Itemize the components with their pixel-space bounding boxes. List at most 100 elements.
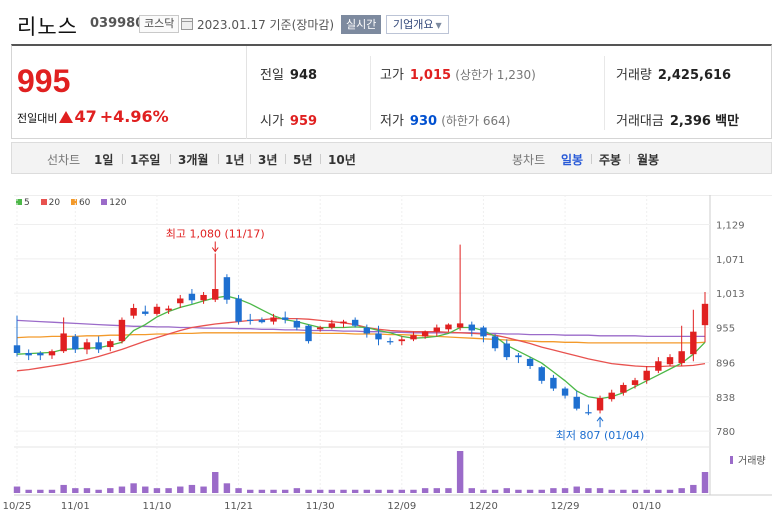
volume-bar (188, 484, 196, 493)
candle-body (316, 327, 324, 330)
volume-bar (247, 489, 254, 493)
x-tick-label: 12/20 (469, 501, 498, 512)
volume-bar (83, 488, 91, 493)
volume-bar (95, 489, 102, 493)
period-1year[interactable]: 1년 (225, 153, 245, 167)
period-5year[interactable]: 5년 (293, 153, 313, 167)
change-row: 전일대비 47 +4.96% (17, 107, 169, 126)
ma60-line (16, 332, 706, 344)
period-1day[interactable]: 1일 (94, 153, 114, 167)
stat-value: 2,425,616 (657, 68, 732, 83)
period-3year[interactable]: 3년 (258, 153, 278, 167)
volume-bar (398, 489, 406, 493)
volume-bar (223, 483, 231, 493)
period-10year[interactable]: 10년 (328, 153, 356, 167)
candle-body (48, 351, 56, 356)
candle-body (188, 293, 196, 301)
change-value: 47 (74, 107, 97, 126)
change-label: 전일대비 (17, 112, 58, 125)
legend-swatch (70, 199, 77, 205)
volume-bar (305, 489, 312, 493)
volume-bar (526, 489, 534, 493)
chart-grid (14, 195, 772, 496)
ma5-line (16, 295, 706, 400)
volume-bar (107, 488, 114, 493)
candle-body (25, 352, 32, 356)
volume-bar (386, 489, 394, 493)
candle-body (83, 342, 91, 350)
x-tick-label: 11/10 (143, 501, 172, 512)
candle-monthly[interactable]: 월봉 (637, 153, 660, 167)
y-tick-label: 1,071 (716, 255, 745, 266)
stat-label: 고가 (380, 68, 404, 83)
ma20-line (16, 317, 706, 372)
chart-annotations: 최고 1,080 (11/17) 최저 807 (01/04) (166, 227, 645, 442)
volume-bar (375, 489, 382, 493)
stat-unit: 백만 (715, 114, 740, 129)
realtime-button[interactable]: 실시간 (341, 15, 382, 34)
candle-body (491, 336, 499, 349)
volume-label: 거래량 (738, 455, 766, 467)
stock-code: 039980 (90, 16, 145, 31)
company-name: 리노스 (17, 15, 78, 39)
stat-high: 고가 1,015 (상한가 1,230) (380, 64, 536, 83)
y-tick-label: 838 (716, 393, 735, 404)
candle-body (351, 319, 359, 326)
candle-body (538, 367, 545, 381)
x-tick-label: 11/21 (224, 501, 253, 512)
candle-daily[interactable]: 일봉 (561, 153, 584, 167)
volume-bar (340, 489, 347, 493)
candle-body (585, 412, 592, 414)
moving-average-lines (16, 295, 706, 400)
candle-body (678, 351, 685, 364)
stock-header: 리노스 039980 코스닥 2023.01.17 기준(장마감) 실시간 기업… (0, 0, 772, 44)
divider (320, 154, 321, 164)
volume-bar (538, 489, 545, 493)
stat-label: 거래량 (616, 68, 652, 83)
divider (122, 154, 123, 164)
volume-bar (608, 489, 615, 493)
divider (170, 154, 171, 164)
upper-limit: (상한가 1,230) (455, 68, 536, 82)
volume-bar (212, 472, 219, 493)
candle-body (666, 357, 674, 365)
candle-body (550, 377, 557, 389)
chart-axes: 1,129 1,071 1,013 955 896 838 780 10/25 11/01 11/… (3, 220, 766, 512)
date-text: 2023.01.17 기준(장마감) (197, 18, 335, 32)
candle-body (573, 396, 580, 409)
legend-swatch (16, 199, 22, 205)
candle-body (142, 311, 149, 314)
volume-bar (666, 489, 674, 493)
period-3month[interactable]: 3개월 (178, 153, 209, 167)
candle-body (95, 342, 102, 350)
candle-body (328, 323, 336, 328)
volume-bar (421, 488, 429, 493)
volume-bar (631, 489, 639, 493)
volume-bar (410, 489, 417, 493)
divider (591, 154, 592, 164)
candlestick-chart[interactable]: 1,129 1,071 1,013 955 896 838 780 10/25 11/01 11/… (0, 195, 772, 516)
volume-bar (701, 472, 709, 493)
divider (285, 154, 286, 164)
candle-chart-label: 봉차트 (512, 153, 546, 167)
volume-bar (351, 489, 359, 493)
candle-body (468, 324, 475, 331)
stat-open: 시가 959 (260, 110, 317, 129)
volume-bar (177, 486, 184, 493)
candle-body (631, 380, 639, 385)
company-overview-button[interactable]: 기업개요 ▼ (386, 15, 449, 34)
legend-ma20: 20 (40, 198, 60, 208)
legend-ma60: 60 (70, 198, 90, 208)
candle-body (375, 333, 382, 340)
stat-label: 전일 (260, 68, 284, 83)
candle-body (118, 319, 126, 342)
candle-body (281, 317, 289, 320)
period-1week[interactable]: 1주일 (130, 153, 161, 167)
candle-body (596, 397, 604, 411)
stat-volume: 거래량 2,425,616 (616, 64, 731, 83)
candle-body (643, 370, 650, 381)
divider (370, 56, 371, 130)
candle-body (433, 327, 441, 332)
candle-weekly[interactable]: 주봉 (599, 153, 622, 167)
stat-label: 저가 (380, 114, 404, 129)
